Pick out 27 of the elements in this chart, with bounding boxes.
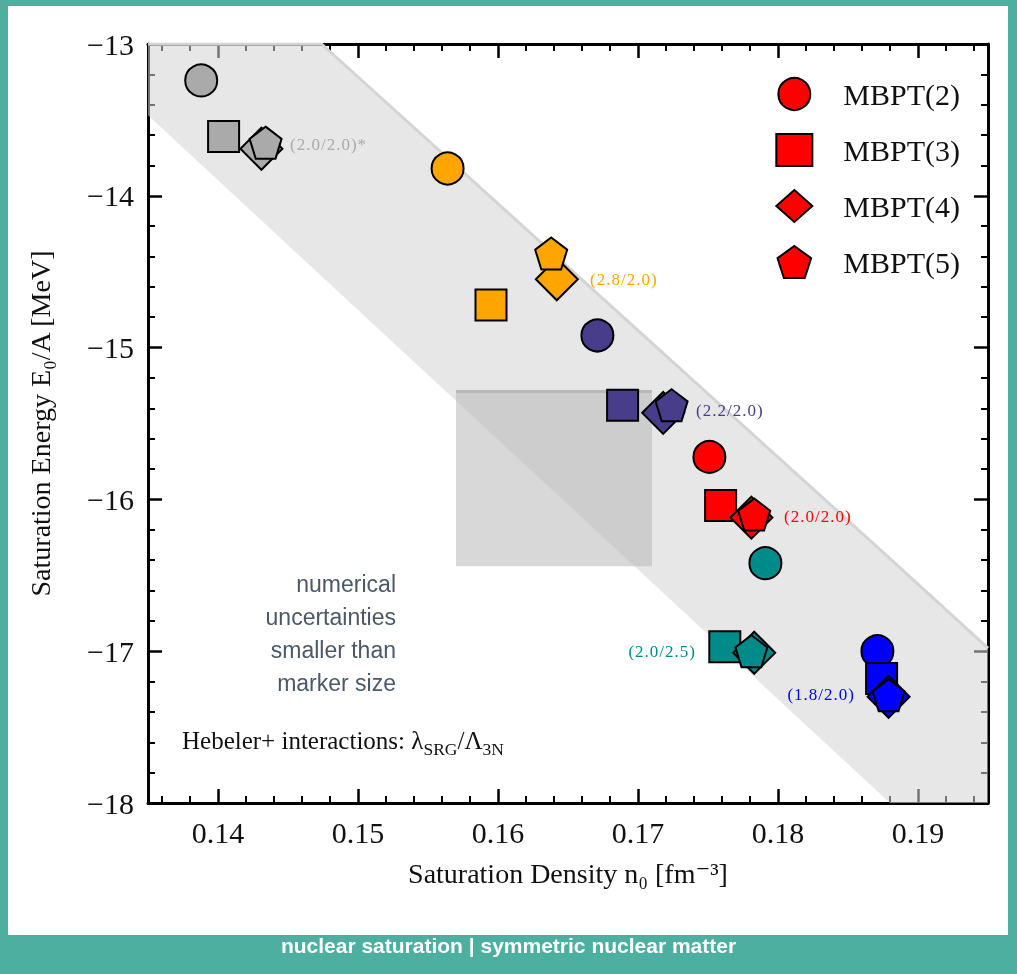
x-tick-label: 0.14 xyxy=(191,815,245,849)
annotation: (2.0/2.0) xyxy=(784,507,852,527)
annotation: (2.8/2.0) xyxy=(590,270,658,290)
text: nuclear saturation | symmetric nuclear matter xyxy=(279,934,738,958)
x-tick-label: 0.15 xyxy=(331,815,385,849)
annotation: Hebeler+ interactions: λ$_{SRG}$/Λ$_{3N}$ xyxy=(182,727,504,760)
y-tick-label: −16 xyxy=(87,482,134,516)
annotation: numerical uncertainties smaller than marker size xyxy=(265,570,396,698)
legend-label: MBPT(2) xyxy=(843,77,961,112)
y-tick-label: −15 xyxy=(87,331,134,365)
y-tick-label: −18 xyxy=(87,786,134,820)
x-tick-label: 0.17 xyxy=(611,815,665,849)
y-tick-label: −13 xyxy=(87,27,134,61)
annotation: (2.0/2.0)* xyxy=(290,135,368,155)
legend-label: MBPT(4) xyxy=(843,189,961,224)
annotation: (2.2/2.0) xyxy=(696,401,764,421)
y-tick-label: −14 xyxy=(87,179,134,213)
legend-label: MBPT(3) xyxy=(843,133,961,168)
x-tick-label: 0.18 xyxy=(751,815,805,849)
y-axis-title: Saturation Energy E₀/A [MeV] xyxy=(24,250,56,597)
x-tick-label: 0.16 xyxy=(471,815,525,849)
annotation: (2.0/2.5) xyxy=(628,642,696,662)
y-tick-label: −17 xyxy=(87,634,134,668)
legend-label: MBPT(5) xyxy=(843,245,961,280)
x-tick-label: 0.19 xyxy=(891,815,945,849)
annotation: (1.8/2.0) xyxy=(787,685,855,705)
x-axis-title: Saturation Density n₀ [fm⁻³] xyxy=(408,857,728,889)
